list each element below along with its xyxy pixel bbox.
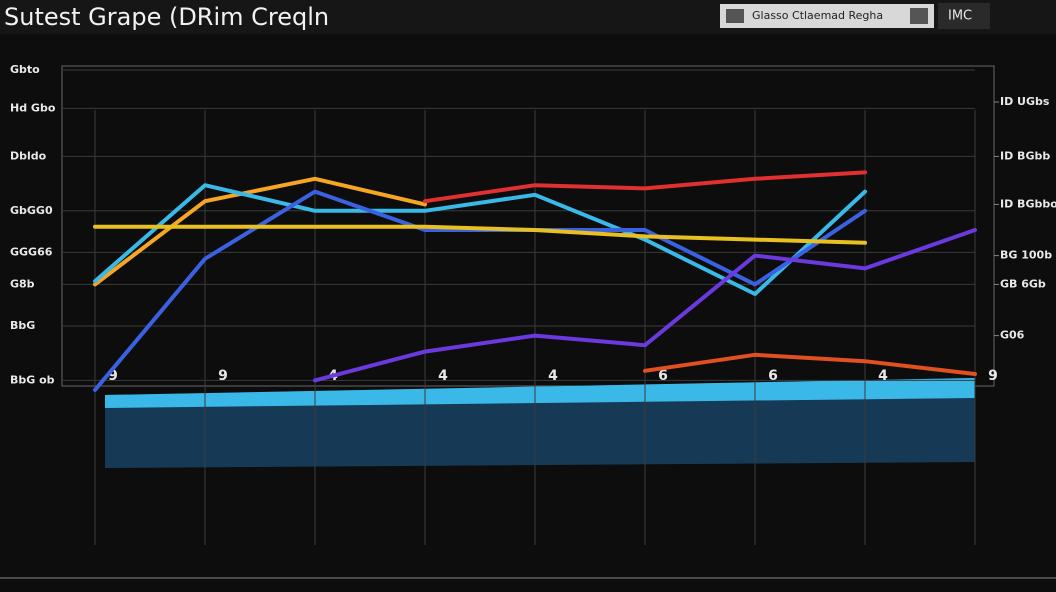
button-icon	[726, 9, 744, 23]
y-tick-label: Dbldo	[10, 149, 47, 162]
series-line	[93, 224, 867, 245]
button-label[interactable]: Glasso Ctlaemad Regha	[752, 9, 883, 22]
x-tick-label: 9	[988, 368, 998, 384]
header-button[interactable]	[720, 4, 934, 28]
series-line	[643, 352, 977, 376]
y2-tick-label: GB 6Gb	[1000, 277, 1046, 290]
y-tick-label: Gbto	[10, 63, 40, 76]
y2-tick-label: ID UGbs	[1000, 95, 1050, 108]
x-tick-label: 6	[658, 368, 668, 384]
y2-tick-label: ID BGbb	[1000, 149, 1050, 162]
x-tick-label: 6	[768, 368, 778, 384]
x-tick-label: 9	[218, 368, 228, 384]
y-tick-label: GbGG0	[10, 204, 53, 217]
series-line	[423, 170, 867, 204]
y-tick-label: Hd Gbo	[10, 101, 56, 114]
lower-band-edge	[105, 378, 975, 408]
chart-title: Sutest Grape (DRim Creqln	[4, 3, 329, 31]
x-tick-label: 4	[548, 368, 558, 384]
series-line	[93, 183, 867, 296]
series-line	[93, 176, 427, 287]
header-tab[interactable]	[938, 3, 990, 29]
y-tick-label: GGG66	[10, 245, 53, 258]
plot-frame	[61, 65, 995, 387]
x-tick-label: 9	[108, 368, 118, 384]
x-tick-label: 4	[878, 368, 888, 384]
y-tick-label: G8b	[10, 277, 35, 290]
tab-label[interactable]: IMC	[948, 9, 972, 24]
y2-tick-label: G06	[1000, 329, 1025, 342]
y2-tick-label: BG 100b	[1000, 249, 1052, 262]
x-tick-label: 4	[438, 368, 448, 384]
series-line	[313, 228, 977, 383]
y-tick-label: BbG	[10, 319, 35, 332]
y2-tick-label: ID BGbbo	[1000, 197, 1056, 210]
y-tick-label: BbG ob	[10, 373, 55, 386]
button-icon	[910, 8, 928, 24]
